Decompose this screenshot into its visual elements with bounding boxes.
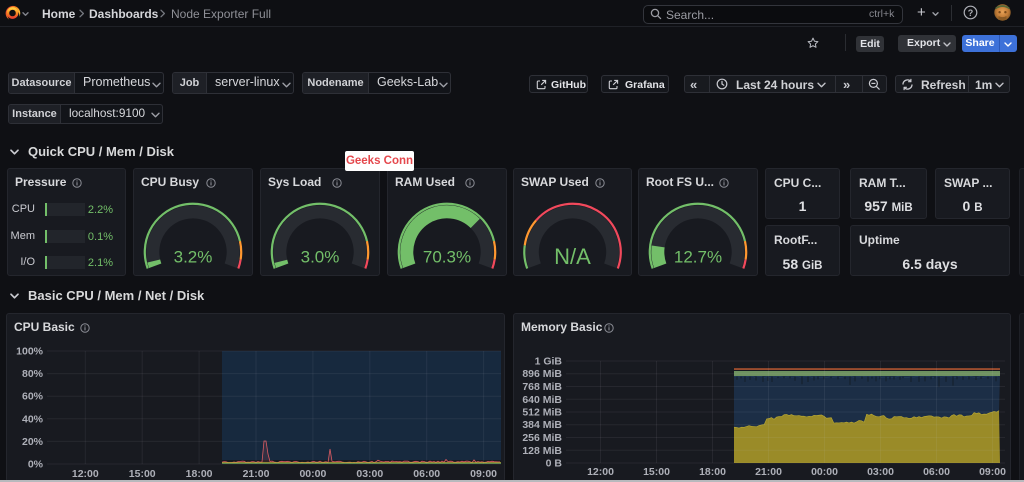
svg-text:40%: 40% bbox=[22, 413, 44, 425]
svg-text:1 GiB: 1 GiB bbox=[535, 356, 563, 368]
svg-text:20%: 20% bbox=[22, 436, 44, 448]
svg-text:00:00: 00:00 bbox=[811, 466, 838, 478]
svg-text:0 B: 0 B bbox=[546, 458, 563, 470]
svg-text:384 MiB: 384 MiB bbox=[522, 419, 562, 431]
svg-text:15:00: 15:00 bbox=[643, 466, 670, 478]
svg-text:18:00: 18:00 bbox=[186, 468, 213, 480]
svg-text:N/A: N/A bbox=[554, 244, 591, 269]
svg-text:128 MiB: 128 MiB bbox=[522, 445, 562, 457]
svg-text:512 MiB: 512 MiB bbox=[522, 407, 562, 419]
svg-text:00:00: 00:00 bbox=[299, 468, 326, 480]
svg-text:21:00: 21:00 bbox=[755, 466, 782, 478]
svg-text:12.7%: 12.7% bbox=[674, 247, 722, 266]
svg-text:03:00: 03:00 bbox=[867, 466, 894, 478]
svg-text:15:00: 15:00 bbox=[129, 468, 156, 480]
svg-text:640 MiB: 640 MiB bbox=[522, 394, 562, 406]
svg-text:60%: 60% bbox=[22, 391, 44, 403]
svg-text:09:00: 09:00 bbox=[979, 466, 1006, 478]
svg-text:80%: 80% bbox=[22, 368, 44, 380]
svg-text:3.0%: 3.0% bbox=[301, 247, 340, 266]
svg-text:100%: 100% bbox=[16, 346, 44, 358]
svg-text:18:00: 18:00 bbox=[699, 466, 726, 478]
svg-text:256 MiB: 256 MiB bbox=[522, 432, 562, 444]
svg-text:0%: 0% bbox=[28, 459, 44, 471]
svg-text:03:00: 03:00 bbox=[356, 468, 383, 480]
svg-text:12:00: 12:00 bbox=[72, 468, 99, 480]
svg-text:896 MiB: 896 MiB bbox=[522, 368, 562, 380]
svg-text:3.2%: 3.2% bbox=[174, 247, 213, 266]
svg-text:09:00: 09:00 bbox=[470, 468, 497, 480]
svg-text:70.3%: 70.3% bbox=[423, 247, 471, 266]
svg-text:21:00: 21:00 bbox=[243, 468, 270, 480]
svg-text:768 MiB: 768 MiB bbox=[522, 381, 562, 393]
svg-text:06:00: 06:00 bbox=[923, 466, 950, 478]
svg-text:06:00: 06:00 bbox=[413, 468, 440, 480]
svg-text:?: ? bbox=[968, 8, 974, 18]
svg-text:12:00: 12:00 bbox=[587, 466, 614, 478]
